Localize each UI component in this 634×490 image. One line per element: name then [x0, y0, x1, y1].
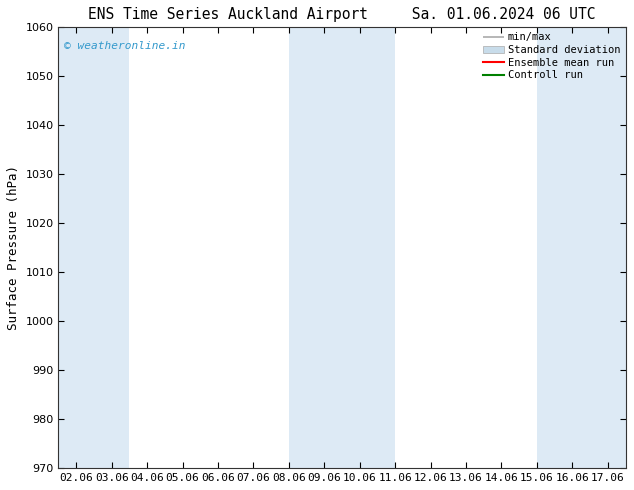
Bar — [537, 27, 626, 468]
Y-axis label: Surface Pressure (hPa): Surface Pressure (hPa) — [7, 165, 20, 330]
Title: ENS Time Series Auckland Airport     Sa. 01.06.2024 06 UTC: ENS Time Series Auckland Airport Sa. 01.… — [88, 7, 596, 22]
Bar — [58, 27, 129, 468]
Text: © weatheronline.in: © weatheronline.in — [64, 41, 186, 50]
Legend: min/max, Standard deviation, Ensemble mean run, Controll run: min/max, Standard deviation, Ensemble me… — [479, 28, 624, 84]
Bar — [289, 27, 395, 468]
